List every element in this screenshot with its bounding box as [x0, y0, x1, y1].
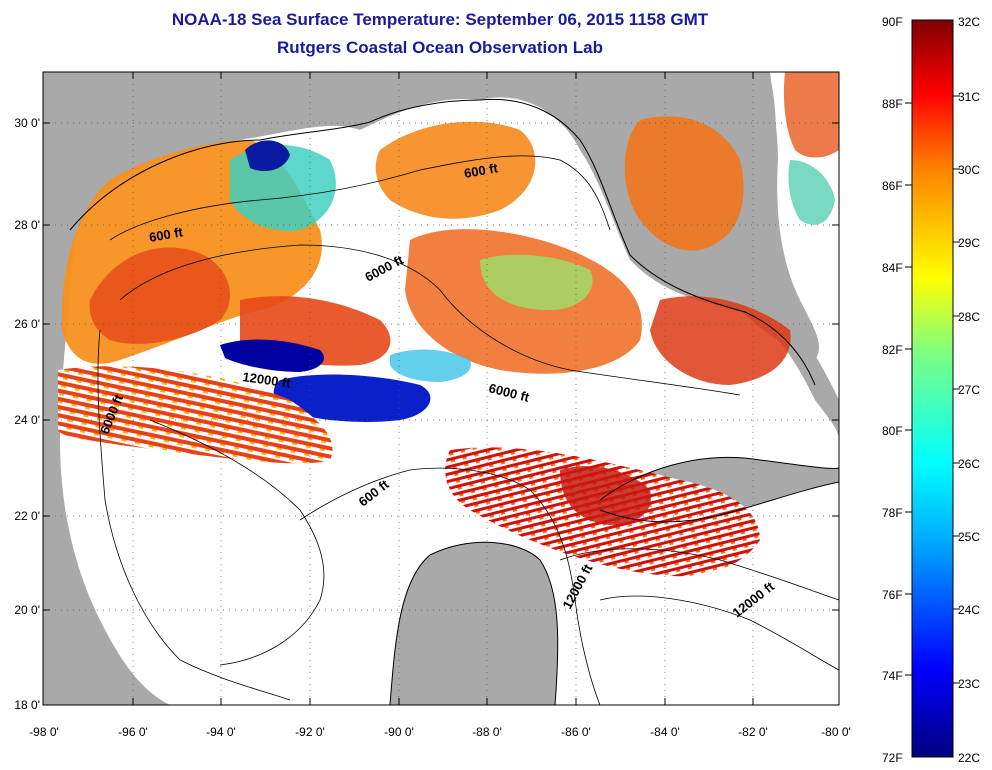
coastline-yucatan [389, 541, 559, 705]
sst-western-red [89, 247, 230, 344]
colorbar-f-label: 72F [882, 751, 903, 765]
sst-central-green [480, 254, 593, 310]
coastline-cuba [599, 456, 839, 523]
colorbar-f-label: 80F [882, 424, 903, 438]
lon-tick-label: -88 0' [472, 725, 502, 739]
colorbar-ticks [905, 95, 960, 684]
graticule [43, 72, 839, 705]
lat-tick-label: 18 0' [14, 698, 40, 712]
contour-southeast [599, 595, 839, 671]
lat-tick-label: 26 0' [14, 317, 40, 331]
sst-florida-east [783, 72, 839, 158]
depth-label: 600 ft [148, 224, 185, 245]
contour-12000 [149, 419, 325, 666]
lon-tick-label: -90 0' [384, 725, 414, 739]
plot-frame [42, 71, 840, 706]
colorbar-f-label: 84F [882, 261, 903, 275]
sst-blue-band-2 [220, 339, 324, 372]
lat-tick-label: 28 0' [14, 218, 40, 232]
sst-south-striped [58, 366, 333, 464]
depth-label: 12000 ft [242, 369, 293, 391]
lon-tick-label: -86 0' [561, 725, 591, 739]
colorbar [911, 19, 954, 758]
sst-east-orange [624, 116, 744, 251]
sst-east-red [650, 296, 791, 385]
contour-600-north [109, 155, 611, 241]
map-title: NOAA-18 Sea Surface Temperature: Septemb… [171, 10, 709, 29]
colorbar-c-label: 22C [958, 751, 980, 765]
colorbar-c-label: 31C [958, 90, 980, 104]
tick-marks [43, 72, 839, 705]
colorbar-f-label: 90F [882, 15, 903, 29]
depth-label: 600 ft [463, 160, 500, 181]
map-content: 600 ft 6000 ft 12000 ft 6000 ft 6000 ft … [43, 72, 839, 705]
lon-tick-label: -98 0' [29, 725, 59, 739]
sst-west-blue [245, 140, 290, 172]
colorbar-f-label: 76F [882, 588, 903, 602]
lon-tick-label: -92 0' [295, 725, 325, 739]
contour-6000 [119, 244, 741, 396]
sst-cyan-band [390, 349, 471, 382]
contour-yucatan-shelf [299, 467, 601, 705]
coastline-north [69, 98, 816, 386]
contour-southeast-2 [559, 548, 839, 601]
sst-central-orange [375, 121, 536, 219]
colorbar-f-label: 82F [882, 343, 903, 357]
colorbar-f-label: 86F [882, 179, 903, 193]
colorbar-f-label: 88F [882, 97, 903, 111]
map-subtitle: Rutgers Coastal Ocean Observation Lab [277, 38, 603, 57]
contour-west-shelf [97, 329, 291, 701]
colorbar-c-label: 29C [958, 236, 980, 250]
lon-tick-label: -84 0' [650, 725, 680, 739]
colorbar-c-label: 25C [958, 530, 980, 544]
colorbar-c-label: 26C [958, 457, 980, 471]
lon-tick-label: -80 0' [821, 725, 851, 739]
sst-florida-east-cyan [788, 160, 835, 225]
lat-tick-label: 30 0' [14, 116, 40, 130]
colorbar-c-label: 32C [958, 15, 980, 29]
colorbar-c-label: 23C [958, 677, 980, 691]
colorbar-c-label: 30C [958, 163, 980, 177]
sst-blue-band [273, 374, 431, 422]
lat-tick-label: 20 0' [14, 603, 40, 617]
colorbar-c-label: 24C [958, 603, 980, 617]
colorbar-c-label: 28C [958, 310, 980, 324]
lat-tick-label: 22 0' [14, 509, 40, 523]
lon-tick-label: -82 0' [738, 725, 768, 739]
lon-tick-label: -94 0' [206, 725, 236, 739]
colorbar-f-label: 78F [882, 506, 903, 520]
colorbar-c-label: 27C [958, 383, 980, 397]
lat-tick-label: 24 0' [14, 413, 40, 427]
colorbar-f-label: 74F [882, 669, 903, 683]
lon-tick-label: -96 0' [118, 725, 148, 739]
yucatan-land [390, 542, 558, 705]
